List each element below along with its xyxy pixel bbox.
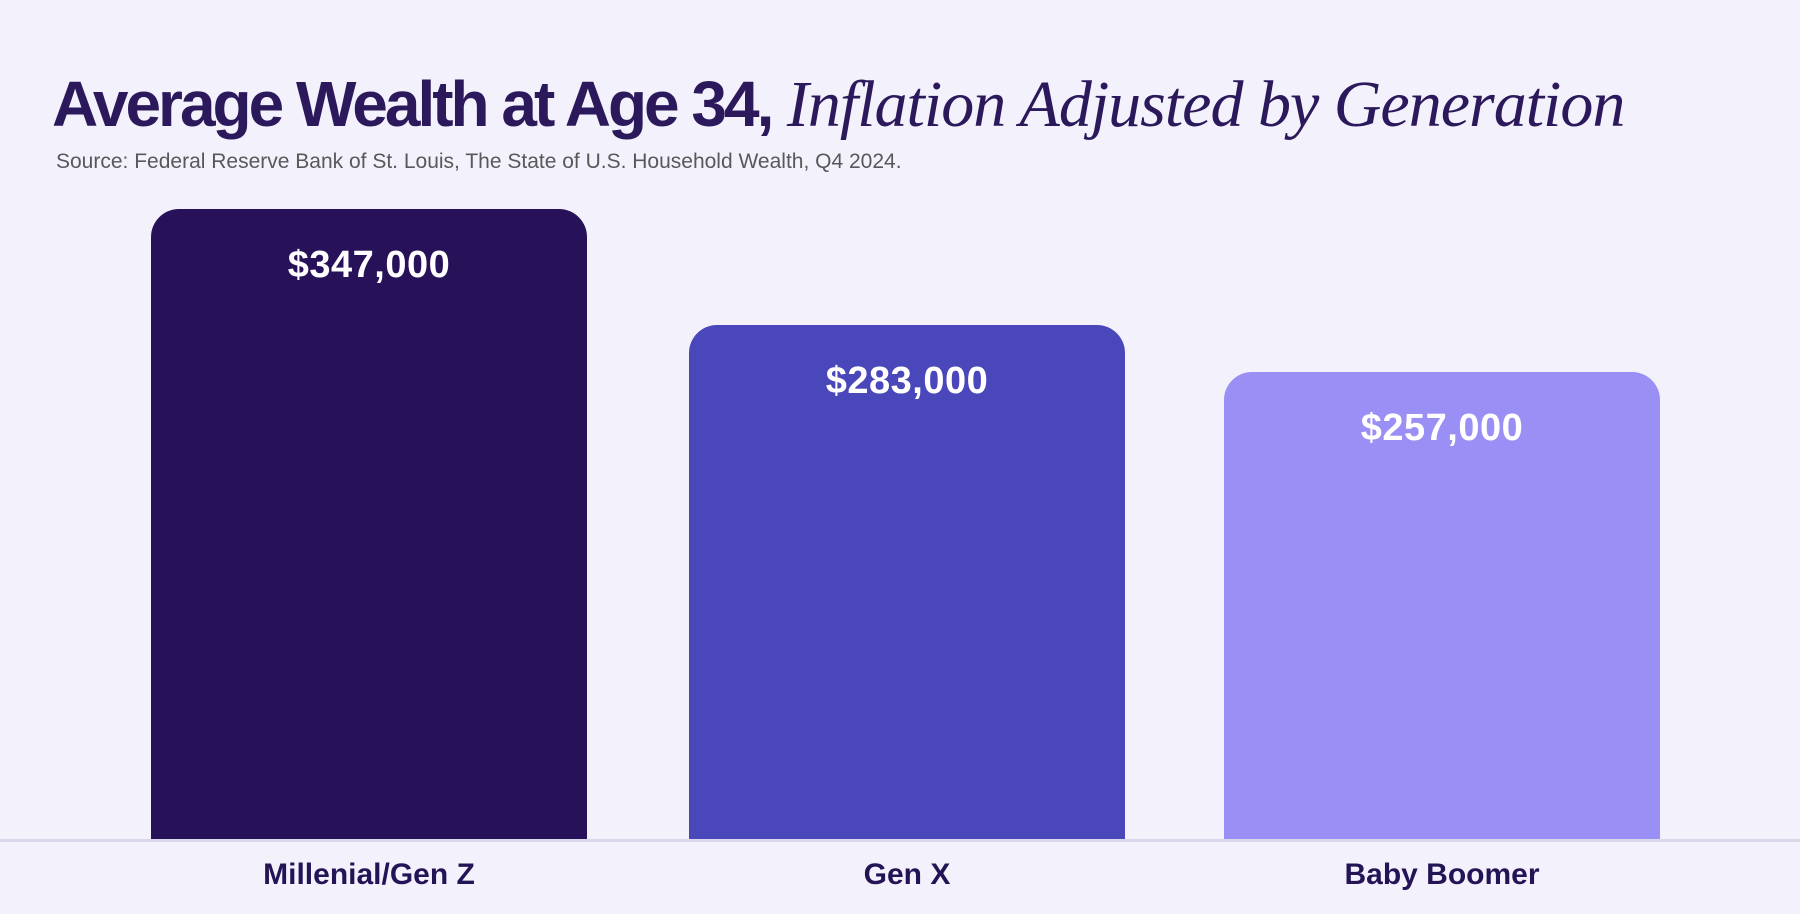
plot-area: $347,000 $283,000 $257,000 — [151, 209, 1660, 839]
category-label-baby-boomer: Baby Boomer — [1344, 858, 1540, 891]
title-bold-segment: Average Wealth at Age 34, — [52, 68, 774, 140]
x-axis-baseline — [0, 839, 1800, 842]
source-attribution: Source: Federal Reserve Bank of St. Loui… — [56, 150, 902, 173]
title-italic-segment: Inflation Adjusted by Generation — [771, 68, 1626, 141]
bar-gen-x: $283,000 — [689, 325, 1125, 839]
bar-value-label: $257,000 — [1360, 407, 1524, 449]
category-label-millenial-gen-z: Millenial/Gen Z — [263, 858, 475, 891]
bar-value-label: $347,000 — [287, 244, 451, 286]
page-title: Average Wealth at Age 34, Inflation Adju… — [52, 72, 1625, 138]
bar-baby-boomer: $257,000 — [1224, 372, 1660, 839]
bar-millenial-gen-z: $347,000 — [151, 209, 587, 839]
bar-value-label: $283,000 — [825, 360, 989, 402]
x-axis: Millenial/Gen Z Gen X Baby Boomer — [0, 842, 1800, 914]
category-label-gen-x: Gen X — [863, 858, 951, 891]
